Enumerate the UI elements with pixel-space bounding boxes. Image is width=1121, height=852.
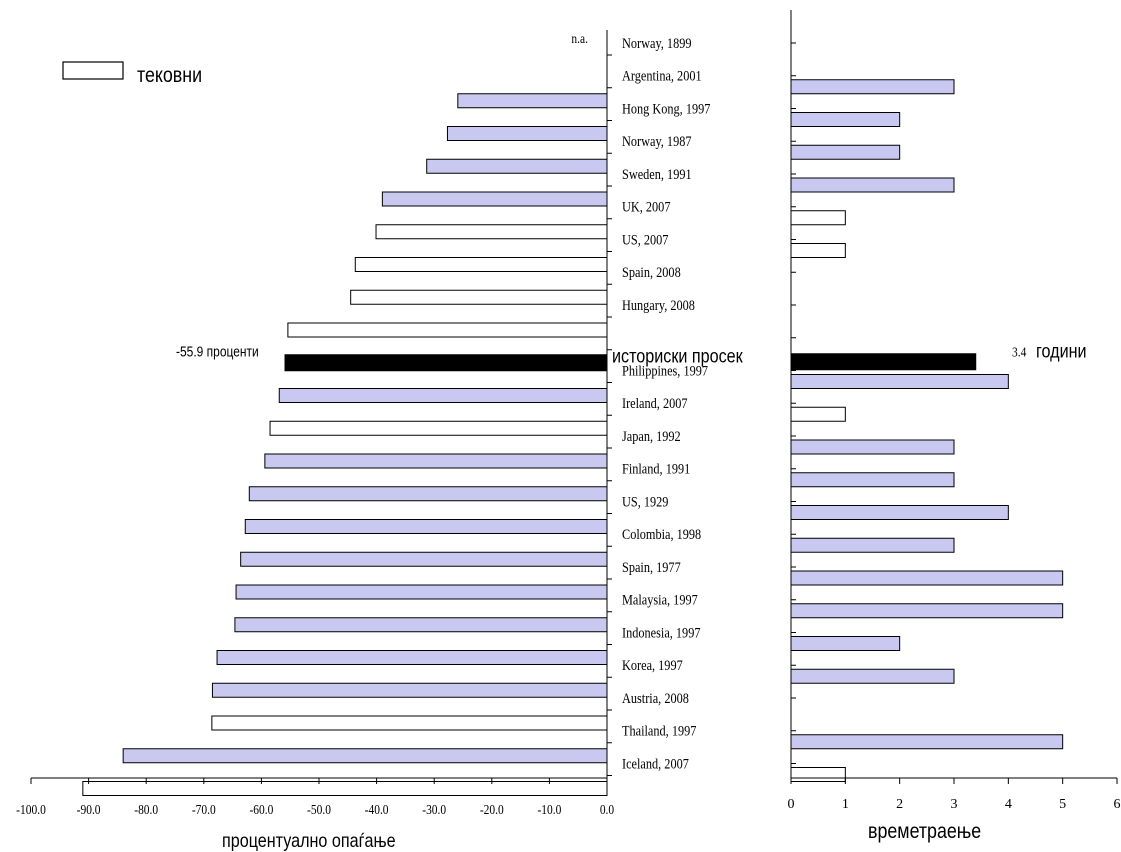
category-label-finland-1991: Finland, 1991	[622, 461, 690, 477]
duration-bar-malaysia-1997	[790, 603, 1064, 619]
decline-bar-sweden-1991	[381, 191, 608, 207]
category-labels: Norway, 1899 Argentina, 2001 Hong Kong, 19…	[612, 35, 743, 772]
category-label-malaysia-1997: Malaysia, 1997	[622, 592, 698, 608]
duration-tick-label: 5	[1059, 797, 1066, 812]
decline-tick-label: -70.0	[192, 802, 216, 817]
decline-bar-spain-1977	[235, 584, 608, 600]
duration-bar-thailand-1997	[790, 734, 1064, 750]
duration-tick-label: 3	[951, 797, 958, 812]
category-label-indonesia-1997: Indonesia, 1997	[622, 624, 701, 640]
duration-average-unit: години	[1036, 341, 1087, 363]
duration-bar-finland-1991	[790, 472, 955, 488]
duration-bar-us-2007	[790, 243, 846, 258]
decline-bar-japan-1992	[264, 453, 608, 469]
decline-tick-label: -80.0	[134, 802, 158, 817]
category-label-japan-1992: Japan, 1992	[622, 428, 681, 444]
duration-bar-norway-1987	[790, 144, 901, 160]
category-label-hong-kong-1997: Hong Kong, 1997	[622, 100, 711, 116]
duration-axis-label: времетраење	[868, 820, 981, 844]
decline-bars	[82, 93, 608, 796]
category-label-thailand-1997: Thailand, 1997	[622, 723, 697, 739]
decline-bar-finland-1991	[248, 486, 608, 502]
axes: -100.0 -90.0 -80.0 -70.0 -60.0 -50.0 -40.0 -30.…	[16, 10, 1121, 817]
decline-tick-label: -20.0	[480, 802, 504, 817]
decline-tick-label: 0.0	[600, 802, 614, 817]
category-label-spain-2008: Spain, 2008	[622, 264, 681, 280]
category-label-colombia-1998: Colombia, 1998	[622, 526, 701, 542]
decline-tick-label: -10.0	[537, 802, 561, 817]
duration-bar-colombia-1998	[790, 537, 955, 553]
decline-bar-thailand-1997	[122, 748, 608, 764]
decline-tick-label: -60.0	[249, 802, 273, 817]
category-label-spain-1977: Spain, 1977	[622, 559, 681, 575]
category-label-norway-1987: Norway, 1987	[622, 133, 692, 149]
decline-tick-label: -30.0	[422, 802, 446, 817]
decline-average-annotation: -55.9 проценти	[176, 343, 259, 360]
duration-bar-argentina-2001	[790, 79, 955, 95]
duration-bar-japan-1992	[790, 439, 955, 455]
decline-axis-label: процентуално опаѓање	[222, 830, 396, 852]
category-label-us-1929: US, 1929	[622, 493, 669, 509]
decline-bar-ireland-2007	[269, 420, 608, 436]
decline-bar-us-1929	[244, 519, 608, 534]
decline-bar-korea-1997	[211, 682, 608, 698]
decline-bar-hungary-2008	[287, 322, 608, 338]
category-label-philippines-1997: Philippines, 1997	[622, 362, 708, 378]
decline-bar-average	[284, 354, 608, 372]
duration-tick-label: 1	[842, 797, 849, 812]
duration-bar-sweden-1991	[790, 177, 955, 193]
decline-bar-malaysia-1997	[234, 617, 608, 633]
decline-tick-label: -40.0	[365, 802, 389, 817]
category-label-iceland-2007: Iceland, 2007	[622, 755, 689, 771]
duration-average-value: 3.4	[1012, 345, 1027, 360]
decline-bar-hong-kong-1997	[446, 126, 608, 141]
decline-bar-colombia-1998	[240, 551, 608, 567]
legend-swatch	[62, 61, 124, 80]
duration-bars	[790, 79, 1064, 782]
category-label-ireland-2007: Ireland, 2007	[622, 395, 688, 411]
decline-bar-norway-1987	[426, 158, 608, 174]
duration-bar-uk-2007	[790, 210, 846, 226]
duration-tick-label: 4	[1005, 797, 1012, 812]
duration-bar-philippines-1997	[790, 374, 1009, 389]
duration-bar-us-1929	[790, 505, 1009, 520]
decline-bar-iceland-2007	[82, 781, 608, 796]
duration-bar-korea-1997	[790, 668, 955, 684]
category-label-argentina-2001: Argentina, 2001	[622, 68, 702, 84]
na-annotation: n.a.	[571, 31, 588, 46]
duration-tick-label: 2	[896, 797, 903, 812]
duration-tick-label: 6	[1114, 797, 1121, 812]
duration-bar-hong-kong-1997	[790, 112, 901, 127]
duration-tick-label: 0	[788, 797, 795, 812]
duration-bar-spain-1977	[790, 570, 1064, 586]
legend: тековни	[62, 61, 202, 88]
decline-bar-philippines-1997	[278, 388, 608, 403]
decline-bar-austria-2008	[211, 715, 608, 731]
category-label-sweden-1991: Sweden, 1991	[622, 166, 692, 182]
decline-bar-uk-2007	[375, 224, 608, 240]
legend-label: тековни	[137, 64, 202, 88]
category-label-us-2007: US, 2007	[622, 231, 669, 247]
category-label-norway-1899: Norway, 1899	[622, 35, 692, 51]
duration-bar-indonesia-1997	[790, 636, 901, 651]
category-label-hungary-2008: Hungary, 2008	[622, 297, 695, 313]
decline-bar-spain-2008	[350, 289, 608, 305]
duration-bar-ireland-2007	[790, 406, 846, 422]
annotations: n.a. -55.9 проценти 3.4 години	[176, 31, 1087, 362]
category-label-uk-2007: UK, 2007	[622, 199, 671, 215]
decline-tick-label: -50.0	[307, 802, 331, 817]
decline-tick-label: -90.0	[77, 802, 101, 817]
duration-bar-iceland-2007	[790, 767, 846, 782]
decline-bar-indonesia-1997	[216, 650, 608, 665]
decline-bar-us-2007	[354, 257, 608, 272]
category-label-average: историски просек	[612, 346, 743, 368]
duration-bar-average	[790, 353, 977, 371]
decline-tick-label: -100.0	[16, 802, 46, 817]
decline-bar-argentina-2001	[457, 93, 608, 109]
category-label-korea-1997: Korea, 1997	[622, 657, 683, 673]
category-label-austria-2008: Austria, 2008	[622, 690, 689, 706]
